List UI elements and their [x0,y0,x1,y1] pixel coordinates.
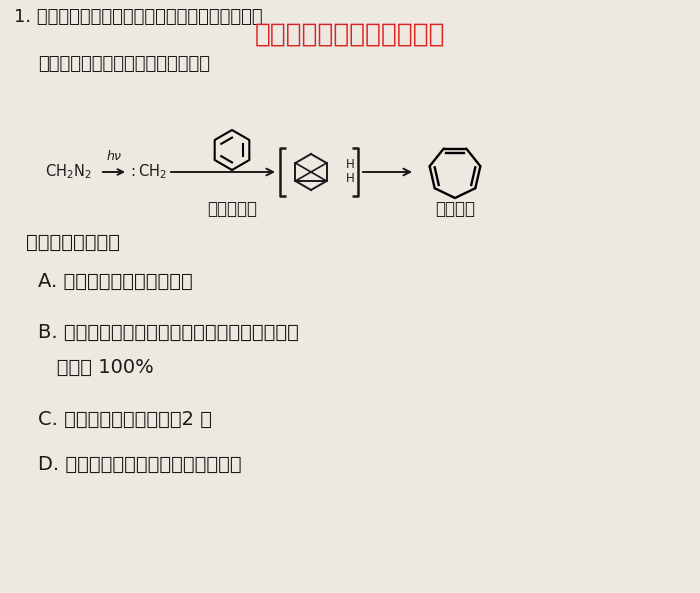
Text: 下列说法正确的是: 下列说法正确的是 [26,233,120,252]
Text: $\mathsf{:CH_2}$: $\mathsf{:CH_2}$ [128,162,168,181]
Text: $\mathsf{CH_2N_2}$: $\mathsf{CH_2N_2}$ [45,162,92,181]
Text: D. 环庚三烯分子中所有原子都共平面: D. 环庚三烯分子中所有原子都共平面 [38,455,242,474]
Text: 环庚三烯: 环庚三烯 [435,200,475,218]
Text: B. 苯与亚甲基卡宾发生反应得环庚三烯的原子利: B. 苯与亚甲基卡宾发生反应得环庚三烯的原子利 [38,323,299,342]
Text: 用率为 100%: 用率为 100% [38,358,154,377]
Text: A. 环庚三烯与乙烯是同系物: A. 环庚三烯与乙烯是同系物 [38,272,192,291]
Text: C. 环庚三烯的一氯代物有2 种: C. 环庚三烯的一氯代物有2 种 [38,410,212,429]
Text: H: H [346,173,355,186]
Text: 微信公众号关注：趣找答案: 微信公众号关注：趣找答案 [255,22,445,48]
Text: 亚甲基卡宾: 亚甲基卡宾 [207,200,257,218]
Text: $h\nu$: $h\nu$ [106,149,122,163]
Text: H: H [346,158,355,171]
Text: 机合成中间体，合成路线如图所示：: 机合成中间体，合成路线如图所示： [38,55,210,73]
Text: 1. 环庚三烯广泛用作有机金属化学中的配体以及有: 1. 环庚三烯广泛用作有机金属化学中的配体以及有 [14,8,262,26]
